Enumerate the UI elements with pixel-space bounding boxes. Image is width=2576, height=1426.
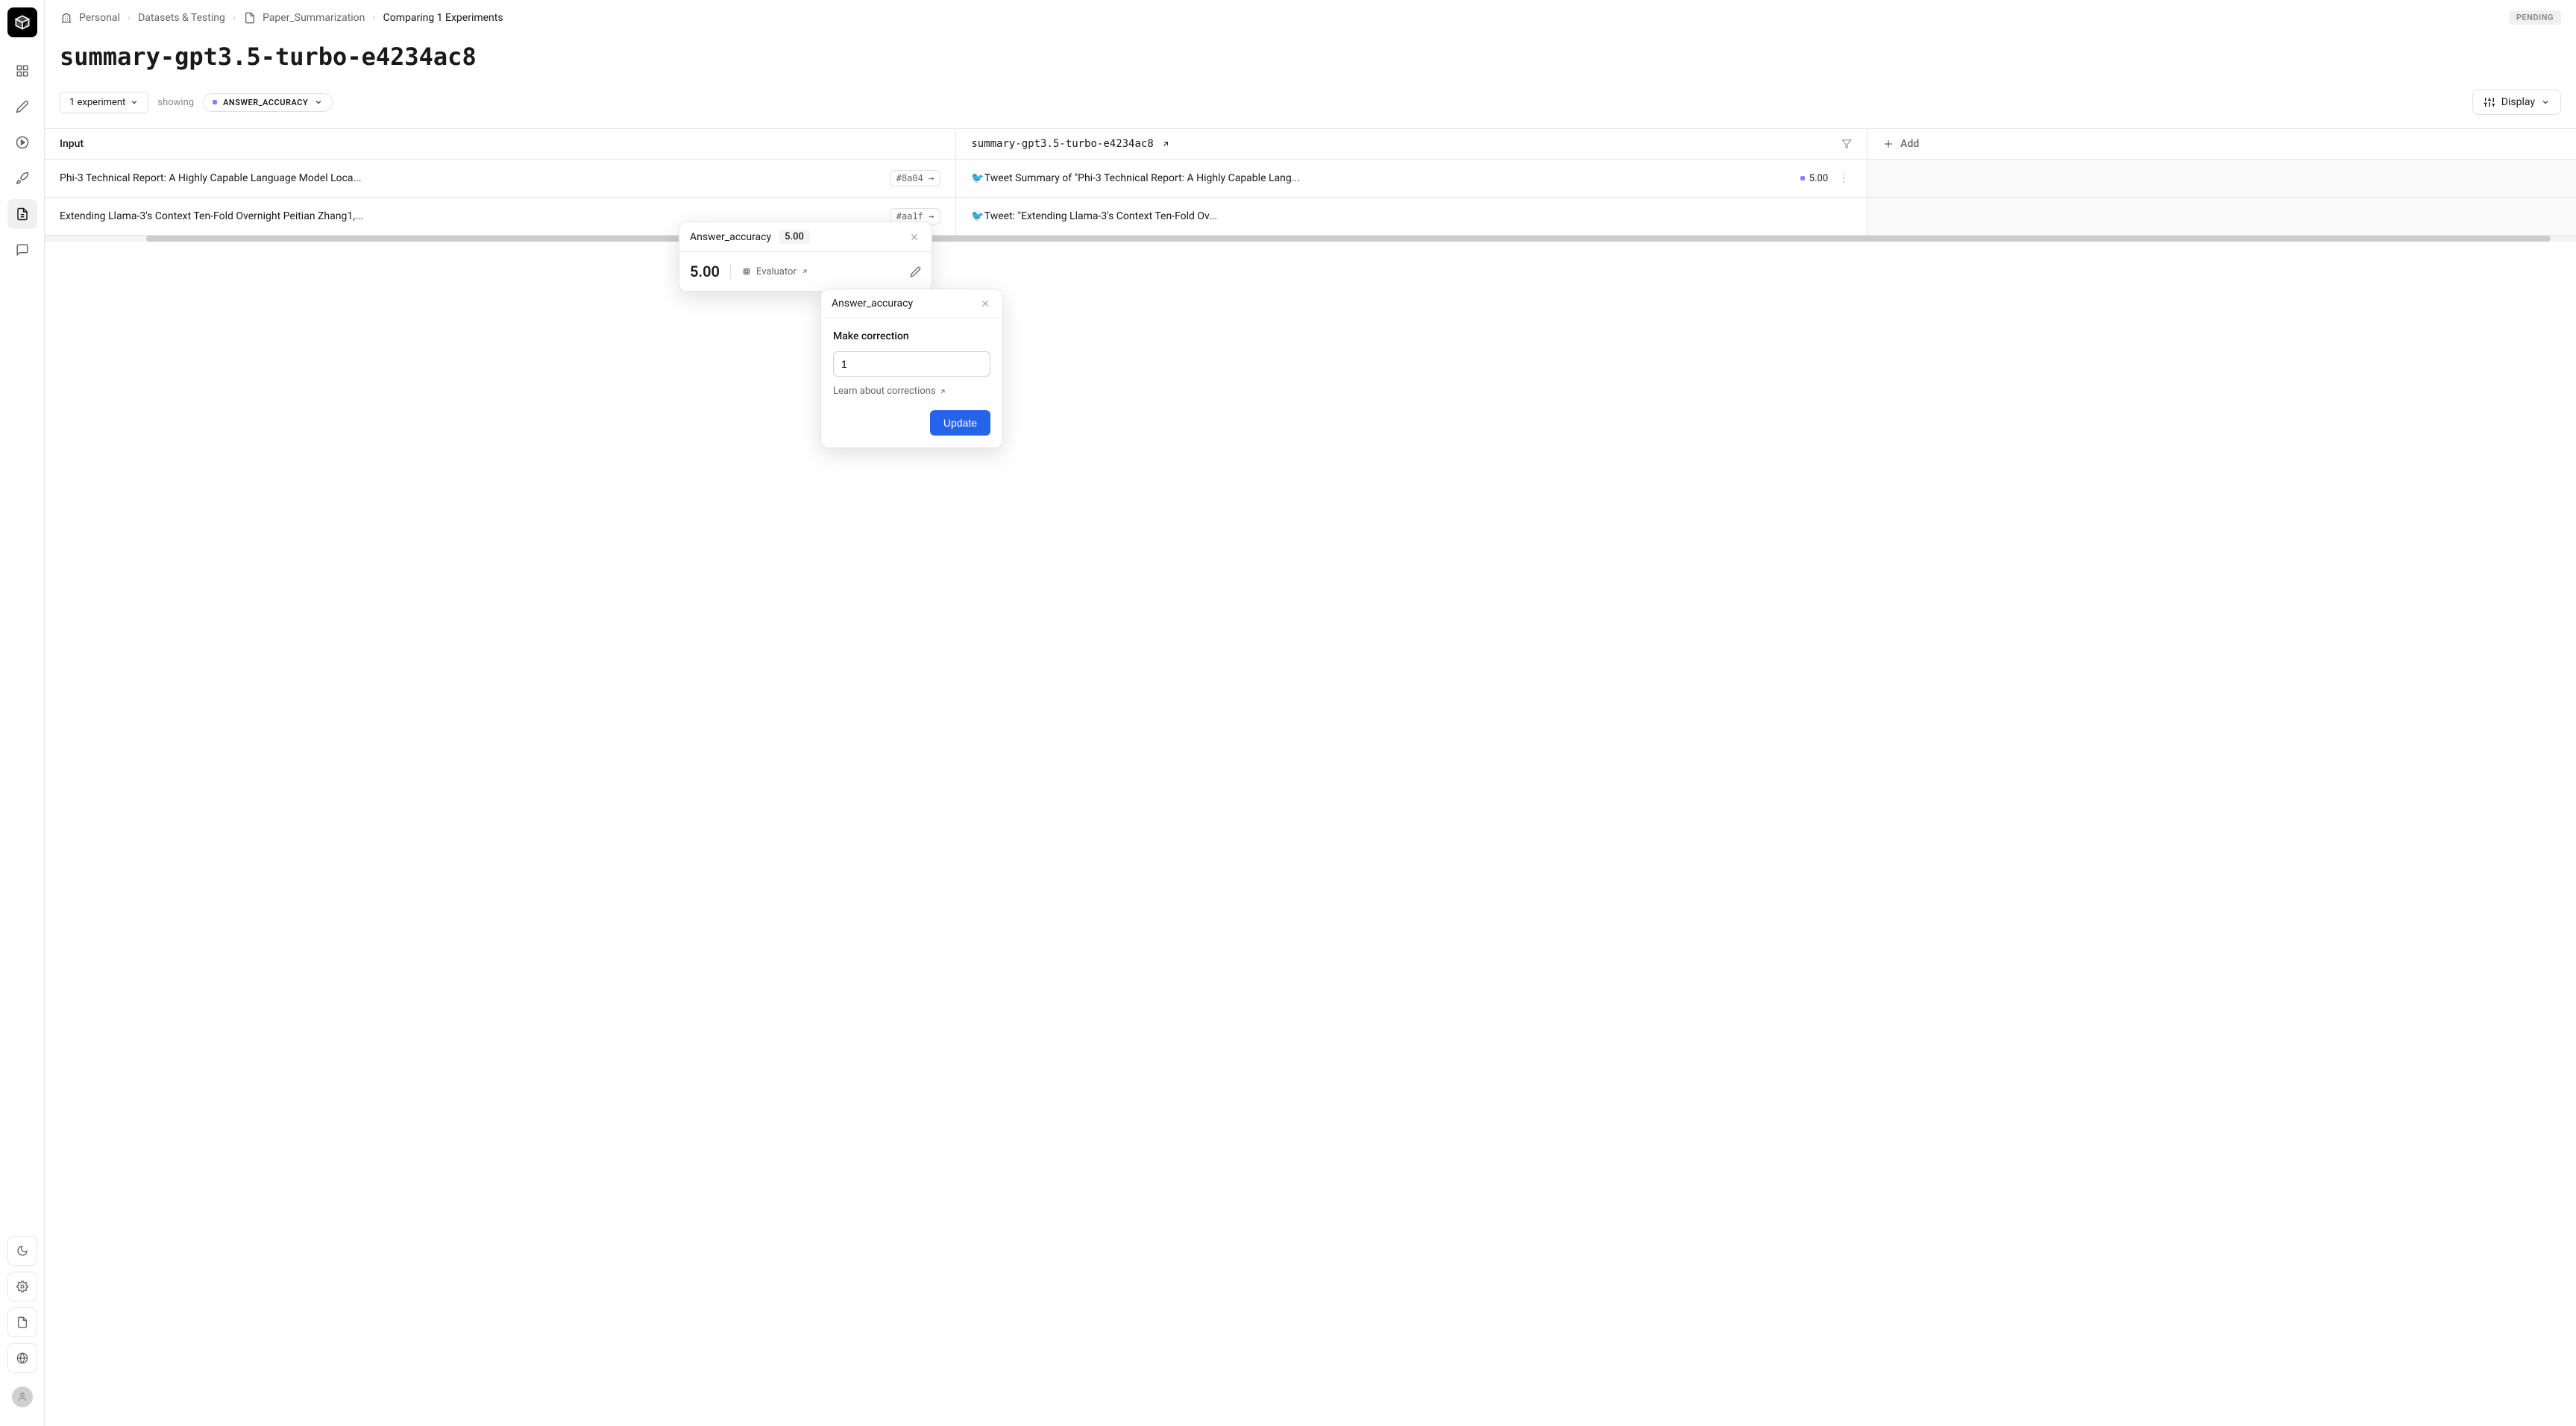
logo[interactable] (7, 7, 37, 37)
chevron-down-icon (2541, 98, 2550, 107)
nav-datasets[interactable] (7, 199, 37, 229)
sidebar (0, 0, 45, 1426)
dot-icon (213, 100, 217, 104)
correction-popover: Answer_accuracy Make correction Learn ab… (820, 289, 1003, 448)
table-row[interactable]: Extending Llama-3's Context Ten-Fold Ove… (45, 198, 2576, 236)
col-header-output: summary-gpt3.5-turbo-e4234ac8 (956, 129, 1867, 160)
experiment-count: 1 experiment (69, 97, 125, 108)
add-label: Add (1900, 138, 1919, 150)
kebab-icon[interactable]: ⋮ (1835, 172, 1852, 184)
add-button[interactable]: Add (1882, 138, 2561, 150)
status-badge: PENDING (2509, 10, 2561, 25)
chevron-down-icon (314, 98, 323, 107)
evaluator-link[interactable]: Evaluator (741, 266, 808, 277)
nav-rocket[interactable] (7, 163, 37, 193)
score-value: 5.00 (1809, 173, 1828, 184)
breadcrumb-project[interactable]: Paper_Summarization (243, 11, 365, 25)
file-icon (243, 11, 257, 25)
nav-play[interactable] (7, 128, 37, 157)
score-badge: 5.00 (1800, 173, 1828, 184)
nav-chat[interactable] (7, 235, 37, 265)
display-label: Display (2501, 96, 2535, 108)
user-avatar[interactable] (12, 1386, 33, 1407)
col-header-input: Input (45, 129, 956, 160)
settings[interactable] (7, 1272, 37, 1301)
external-link-icon (1161, 139, 1170, 148)
table-container: Input summary-gpt3.5-turbo-e4234ac8 (45, 128, 2576, 1426)
metric-tag[interactable]: ANSWER_ACCURACY (203, 93, 333, 112)
breadcrumb-label: Datasets & Testing (138, 12, 225, 24)
close-icon[interactable] (908, 230, 921, 244)
plus-icon (1882, 138, 1894, 150)
breadcrumb-label: Personal (79, 12, 120, 24)
correction-label: Make correction (833, 330, 990, 342)
data-table: Input summary-gpt3.5-turbo-e4234ac8 (45, 128, 2576, 236)
popover-title: Answer_accuracy (690, 231, 771, 243)
cpu-icon (741, 266, 752, 277)
correction-input[interactable] (833, 351, 990, 377)
breadcrumb-label: Comparing 1 Experiments (383, 12, 503, 24)
table-row[interactable]: Phi-3 Technical Report: A Highly Capable… (45, 160, 2576, 198)
close-icon[interactable] (978, 297, 992, 310)
popover-title: Answer_accuracy (832, 298, 913, 310)
divider (730, 264, 731, 279)
sliders-icon (2484, 96, 2495, 108)
docs[interactable] (7, 1307, 37, 1337)
external-link-icon (801, 268, 808, 275)
input-text: Extending Llama-3's Context Ten-Fold Ove… (60, 210, 882, 222)
main-content: Personal › Datasets & Testing › Paper_Su… (45, 0, 2576, 1426)
showing-label: showing (157, 97, 194, 108)
breadcrumb-datasets[interactable]: Datasets & Testing (138, 12, 225, 24)
display-button[interactable]: Display (2472, 89, 2561, 115)
breadcrumb-current[interactable]: Comparing 1 Experiments (383, 12, 503, 24)
breadcrumb-label: Paper_Summarization (263, 12, 365, 24)
evaluator-label: Evaluator (756, 266, 797, 277)
filter-icon[interactable] (1841, 139, 1852, 149)
hash-tag[interactable]: #8a04 → (890, 170, 941, 186)
learn-label: Learn about corrections (833, 386, 936, 397)
chevron-right-icon: › (233, 12, 236, 24)
globe[interactable] (7, 1343, 37, 1373)
breadcrumb: Personal › Datasets & Testing › Paper_Su… (45, 0, 2576, 35)
output-text: 🐦Tweet: "Extending Llama-3's Context Ten… (971, 210, 1852, 222)
edit-icon[interactable] (910, 266, 921, 277)
chevron-down-icon (130, 98, 139, 107)
nav-dashboard[interactable] (7, 56, 37, 86)
page-title: summary-gpt3.5-turbo-e4234ac8 (45, 35, 2576, 89)
theme-toggle[interactable] (7, 1236, 37, 1266)
col-label: Input (60, 138, 84, 150)
dot-icon (1800, 176, 1805, 180)
metric-label: ANSWER_ACCURACY (223, 98, 308, 107)
chevron-right-icon: › (372, 12, 375, 24)
col-header-add: Add (1867, 129, 2576, 160)
col-label[interactable]: summary-gpt3.5-turbo-e4234ac8 (971, 138, 1153, 150)
output-text: 🐦Tweet Summary of "Phi-3 Technical Repor… (971, 172, 1792, 184)
building-icon (60, 11, 73, 25)
popover-score-badge: 5.00 (779, 230, 810, 244)
nav-edit[interactable] (7, 92, 37, 122)
popover-score-value: 5.00 (690, 263, 720, 280)
update-button[interactable]: Update (930, 410, 990, 436)
scrollbar-thumb[interactable] (146, 236, 2551, 242)
learn-link[interactable]: Learn about corrections (833, 386, 990, 397)
chevron-right-icon: › (128, 12, 131, 24)
input-text: Phi-3 Technical Report: A Highly Capable… (60, 172, 882, 184)
score-popover: Answer_accuracy 5.00 5.00 Evaluator (679, 222, 932, 292)
external-link-icon (939, 388, 946, 395)
scrollbar[interactable] (45, 236, 2576, 242)
toolbar: 1 experiment showing ANSWER_ACCURACY Dis… (45, 89, 2576, 128)
experiment-selector[interactable]: 1 experiment (60, 92, 148, 113)
breadcrumb-personal[interactable]: Personal (60, 11, 120, 25)
